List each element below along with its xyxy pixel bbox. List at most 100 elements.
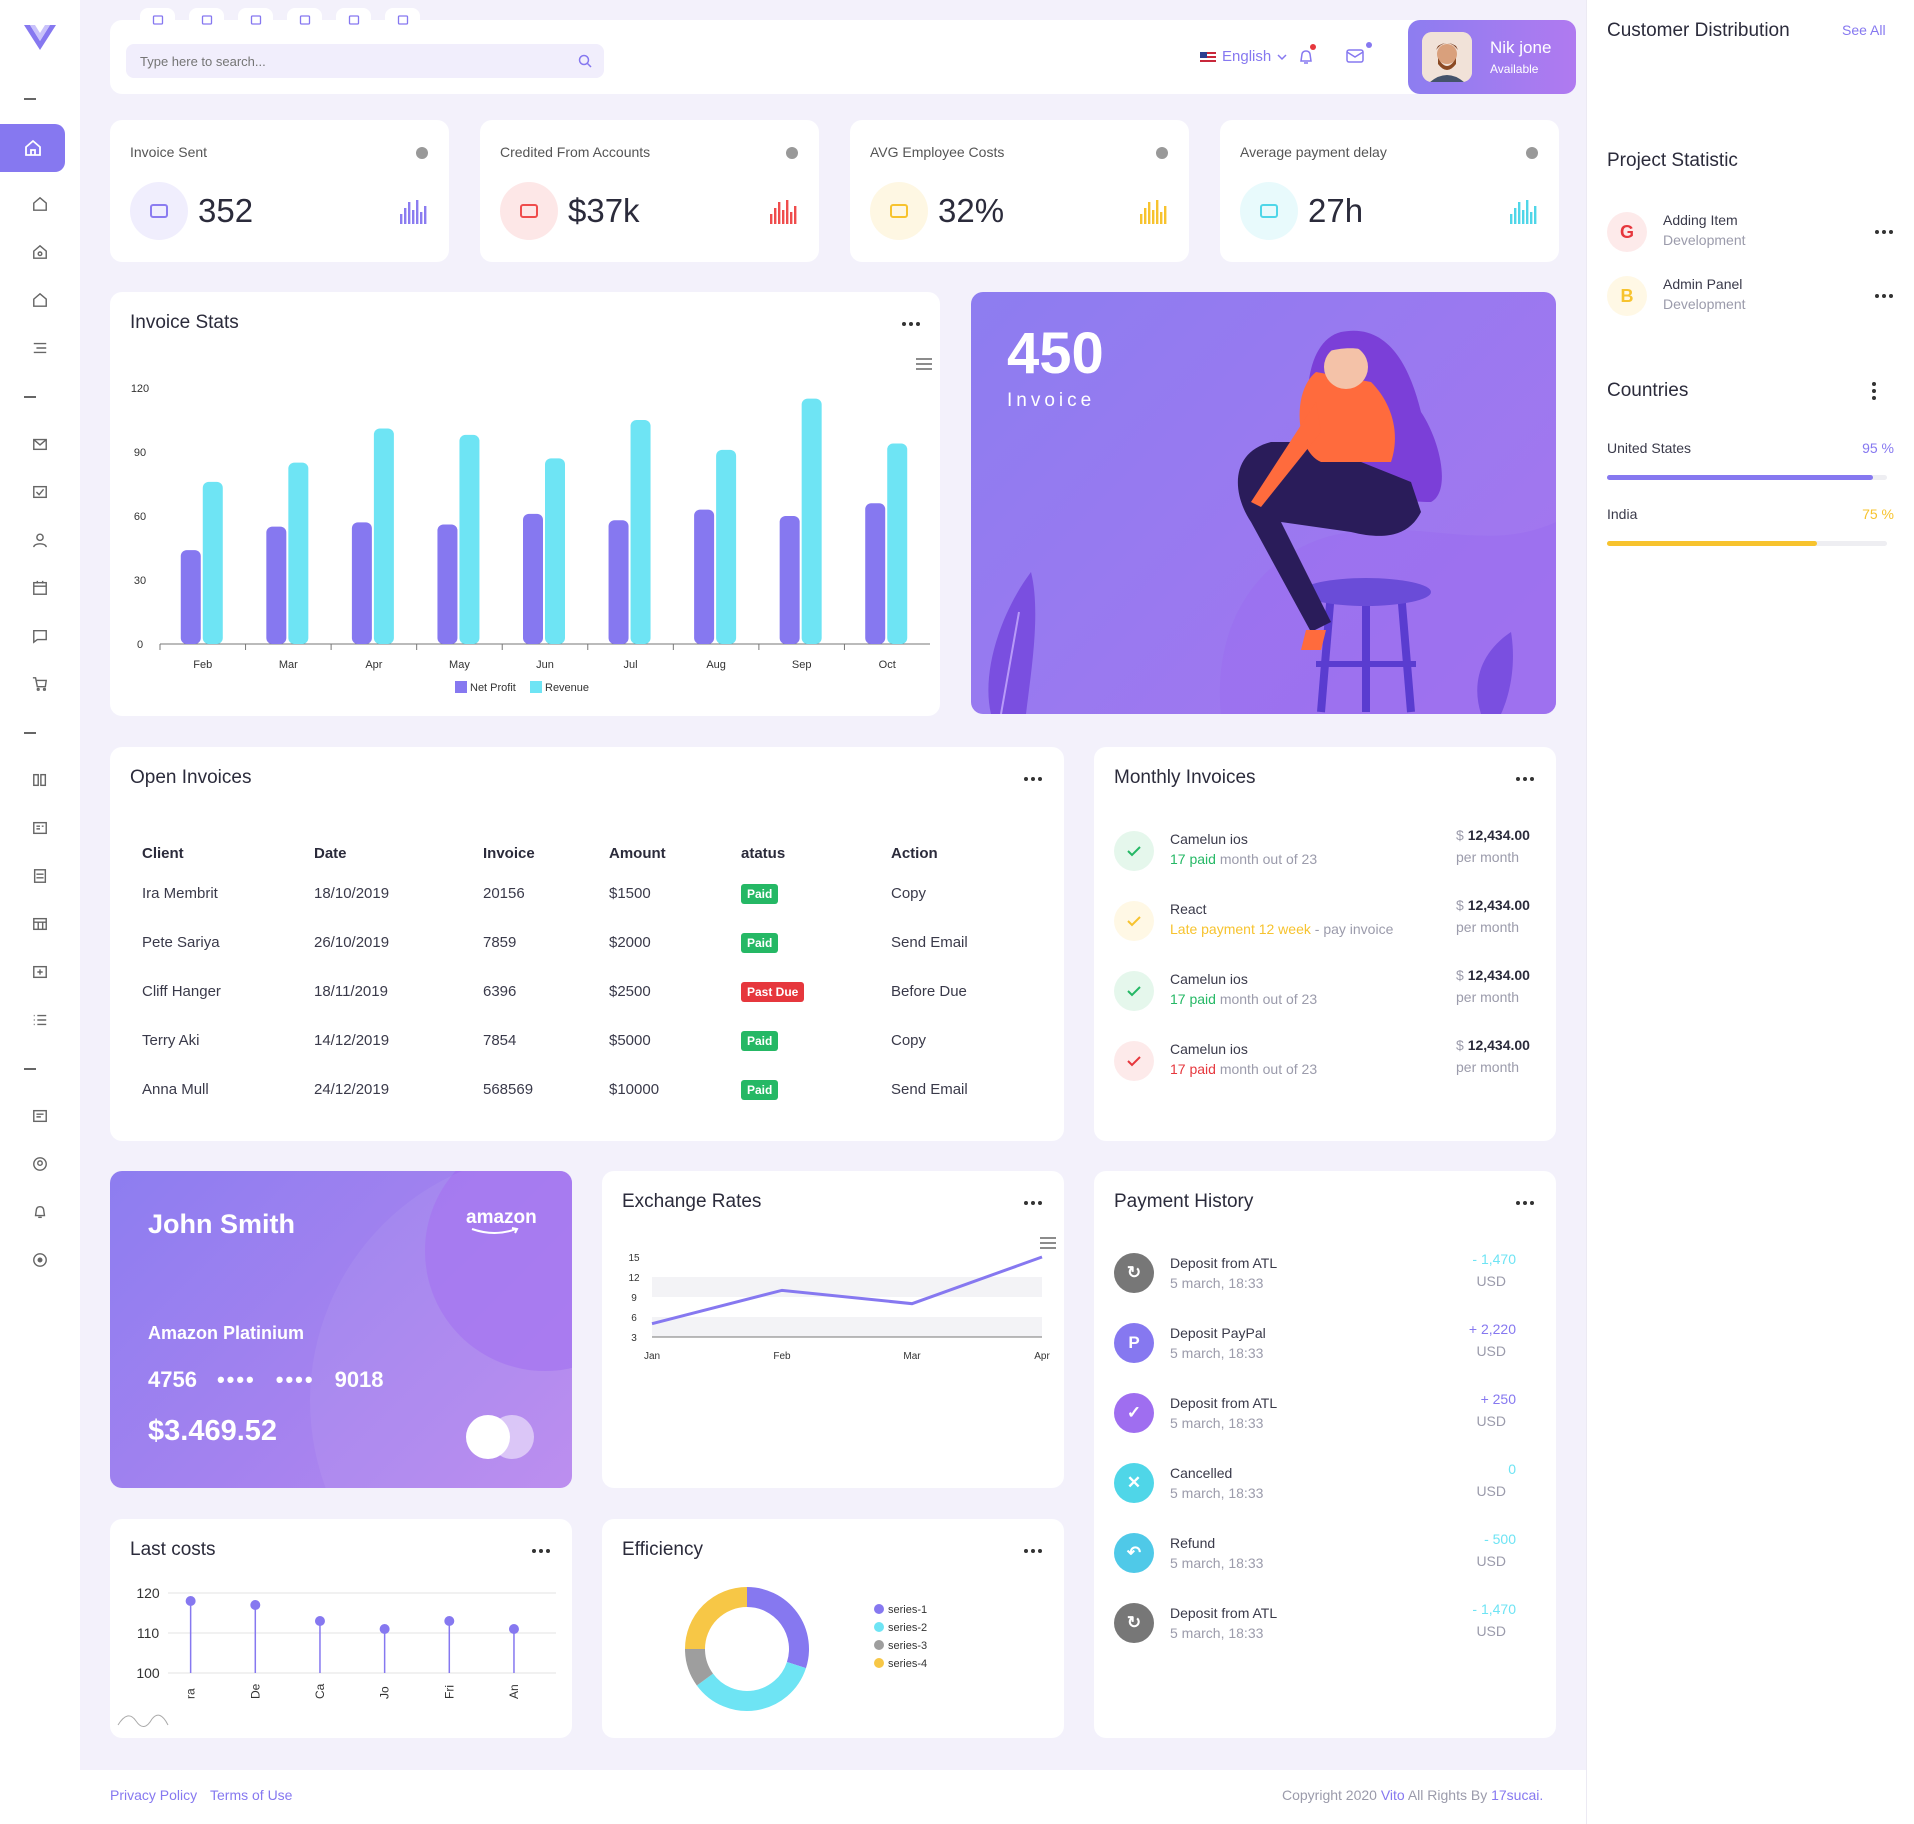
list-item[interactable]: P Deposit PayPal 5 march, 18:33 + 2,220 USD (1114, 1321, 1536, 1377)
more-options-icon[interactable] (1872, 382, 1876, 400)
bar-revenue (288, 462, 309, 644)
donut-slice-series-1 (746, 1587, 809, 1669)
more-options-icon[interactable] (1875, 294, 1893, 298)
more-options-icon[interactable] (902, 322, 920, 326)
credit-card[interactable]: John Smith amazon Amazon Platinium 4756 … (110, 1171, 572, 1488)
item-amount: $ 12,434.00 (1456, 897, 1530, 913)
list-item[interactable]: ↻ Deposit from ATL 5 march, 18:33 - 1,470 US… (1114, 1601, 1536, 1657)
cell-date: 24/12/2019 (314, 1081, 390, 1098)
cell-action[interactable]: Send Email (891, 1081, 968, 1098)
top-tab-6[interactable] (385, 8, 420, 32)
list-item[interactable]: Camelun ios 17 paid month out of 23 $ 12,4… (1114, 827, 1536, 887)
sidebar-item-mail[interactable] (0, 420, 80, 468)
user-profile[interactable]: Nik jone Available (1408, 20, 1576, 94)
list-item[interactable]: ↶ Refund 5 march, 18:33 - 500 USD (1114, 1531, 1536, 1587)
project-name: Adding Item (1663, 212, 1738, 228)
list-item[interactable]: Camelun ios 17 paid month out of 23 $ 12,4… (1114, 1037, 1536, 1097)
sidebar-item-bell[interactable] (0, 1188, 80, 1236)
sidebar-item-home-3[interactable] (0, 276, 80, 324)
cell-action[interactable]: Send Email (891, 934, 968, 951)
more-options-icon[interactable] (532, 1549, 550, 1553)
more-options-icon[interactable] (1024, 777, 1042, 781)
search-input[interactable] (140, 44, 560, 78)
home-icon (152, 15, 163, 25)
table-row[interactable]: Terry Aki 14/12/2019 7854 $5000 Paid Copy (130, 1016, 1044, 1065)
sidebar-item-chart[interactable] (0, 948, 80, 996)
info-icon[interactable] (786, 147, 798, 159)
item-name: Camelun ios (1170, 831, 1248, 847)
see-all-link[interactable]: See All (1842, 22, 1886, 38)
sidebar-item-home-1[interactable] (0, 180, 80, 228)
country-percent: 95 % (1862, 440, 1894, 456)
terms-link[interactable]: Terms of Use (210, 1787, 293, 1803)
sidebar-item-form[interactable] (0, 852, 80, 900)
sidebar-item-card[interactable] (0, 804, 80, 852)
top-tab-1[interactable] (140, 8, 175, 32)
bar-revenue (887, 443, 908, 644)
cell-action[interactable]: Copy (891, 1032, 927, 1049)
card-title: Invoice Stats (130, 312, 239, 333)
more-options-icon[interactable] (1024, 1549, 1042, 1553)
sidebar-item-list[interactable] (0, 996, 80, 1044)
list-item[interactable]: ✕ Cancelled 5 march, 18:33 0 USD (1114, 1461, 1536, 1517)
card-number-last: 9018 (334, 1367, 384, 1392)
cell-action[interactable]: Copy (891, 885, 927, 902)
list-item[interactable]: Camelun ios 17 paid month out of 23 $ 12,4… (1114, 967, 1536, 1027)
sidebar-item-dashboard[interactable] (0, 124, 65, 172)
top-tab-2[interactable] (189, 8, 224, 32)
status-badge: Paid (741, 1030, 779, 1051)
info-icon[interactable] (1156, 147, 1168, 159)
sidebar-item-calendar[interactable] (0, 564, 80, 612)
list-item[interactable]: ✓ Deposit from ATL 5 march, 18:33 + 250 USD (1114, 1391, 1536, 1447)
item-rest: month out of 23 (1215, 851, 1318, 867)
sidebar-item-table[interactable] (0, 900, 80, 948)
info-icon[interactable] (1526, 147, 1538, 159)
info-icon[interactable] (416, 147, 428, 159)
list-item[interactable]: React Late payment 12 week - pay invoice $… (1114, 897, 1536, 957)
sidebar-item-home-2[interactable] (0, 228, 80, 276)
sidebar-item-columns[interactable] (0, 756, 80, 804)
sidebar-item-chat[interactable] (0, 612, 80, 660)
more-options-icon[interactable] (1516, 777, 1534, 781)
sidebar-item-docs[interactable] (0, 1092, 80, 1140)
more-options-icon[interactable] (1875, 230, 1893, 234)
country-progress-track (1607, 541, 1887, 546)
item-amount-value: 12,434.00 (1467, 1037, 1530, 1053)
item-amount: $ 12,434.00 (1456, 967, 1530, 983)
more-options-icon[interactable] (1024, 1201, 1042, 1205)
inbox-button[interactable] (1346, 42, 1372, 68)
amazon-logo-text: amazon (466, 1207, 537, 1228)
top-tab-3[interactable] (238, 8, 273, 32)
chart-menu-icon[interactable] (1040, 1237, 1056, 1249)
sidebar-item-cart[interactable] (0, 660, 80, 708)
sidebar-item-target[interactable] (0, 1236, 80, 1284)
table-row[interactable]: Pete Sariya 26/10/2019 7859 $2000 Paid Send E… (130, 918, 1044, 967)
table-row[interactable]: Anna Mull 24/12/2019 568569 $10000 Paid Send … (130, 1065, 1044, 1114)
project-item[interactable]: B Admin Panel Development (1607, 274, 1897, 324)
language-selector[interactable]: English (1200, 48, 1287, 65)
mail-icon (1346, 49, 1364, 63)
x-tick-label: Apr (365, 659, 382, 671)
chart-menu-icon[interactable] (916, 358, 932, 370)
top-tab-5[interactable] (336, 8, 371, 32)
author-link[interactable]: 17sucai. (1491, 1787, 1544, 1803)
top-tab-4[interactable] (287, 8, 322, 32)
brand-link[interactable]: Vito (1380, 1787, 1405, 1803)
notification-button[interactable] (1298, 44, 1316, 70)
privacy-policy-link[interactable]: Privacy Policy (110, 1787, 198, 1803)
sidebar-item-tasks[interactable] (0, 468, 80, 516)
sidebar-item-menu[interactable] (0, 324, 80, 372)
sidebar-item-user[interactable] (0, 516, 80, 564)
list-item[interactable]: ↻ Deposit from ATL 5 march, 18:33 - 1,470 US… (1114, 1251, 1536, 1307)
more-options-icon[interactable] (1516, 1201, 1534, 1205)
sidebar-item-profile[interactable] (0, 1140, 80, 1188)
item-name: Camelun ios (1170, 971, 1248, 987)
project-item[interactable]: G Adding Item Development (1607, 210, 1897, 260)
table-row[interactable]: Ira Membrit 18/10/2019 20156 $1500 Paid Copy (130, 869, 1044, 918)
table-row[interactable]: Cliff Hanger 18/11/2019 6396 $2500 Past Due B… (130, 967, 1044, 1016)
check-icon (1114, 1041, 1154, 1081)
card-number-first: 4756 (148, 1367, 197, 1392)
search-icon[interactable] (578, 54, 592, 68)
invoice-table: Client Date Invoice Amount atatus Action Ira … (130, 837, 1044, 1114)
cell-action[interactable]: Before Due (891, 983, 967, 1000)
